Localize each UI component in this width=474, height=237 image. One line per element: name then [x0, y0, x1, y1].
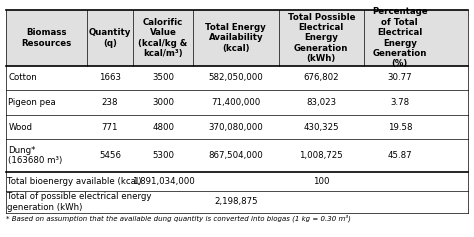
Bar	[6, 10, 468, 66]
Text: 19.58: 19.58	[388, 123, 412, 132]
Text: 83,023: 83,023	[306, 98, 337, 107]
Text: Wood: Wood	[9, 123, 32, 132]
Text: 238: 238	[102, 98, 118, 107]
Text: Dung*
(163680 m³): Dung* (163680 m³)	[9, 146, 63, 165]
Text: 676,802: 676,802	[303, 73, 339, 82]
Text: 1,008,725: 1,008,725	[300, 151, 343, 160]
Text: * Based on assumption that the available dung quantity is converted into biogas : * Based on assumption that the available…	[6, 214, 351, 222]
Text: 1,891,034,000: 1,891,034,000	[132, 177, 194, 186]
Text: Quantity
(q): Quantity (q)	[89, 28, 131, 48]
Text: 3500: 3500	[152, 73, 174, 82]
Text: 4800: 4800	[152, 123, 174, 132]
Text: 1663: 1663	[99, 73, 121, 82]
Text: 2,198,875: 2,198,875	[214, 197, 258, 206]
Text: 30.77: 30.77	[387, 73, 412, 82]
Text: 5300: 5300	[152, 151, 174, 160]
Text: 582,050,000: 582,050,000	[209, 73, 263, 82]
Text: Total of possible electrical energy
generation (kWh): Total of possible electrical energy gene…	[7, 192, 152, 212]
Text: 45.87: 45.87	[387, 151, 412, 160]
Text: Calorific
Value
(kcal/kg &
kcal/m³): Calorific Value (kcal/kg & kcal/m³)	[138, 18, 188, 58]
Text: Total Possible
Electrical
Energy
Generation
(kWh): Total Possible Electrical Energy Generat…	[288, 13, 355, 63]
Text: 5456: 5456	[99, 151, 121, 160]
Text: 3.78: 3.78	[390, 98, 410, 107]
Text: Total Energy
Availability
(kcal): Total Energy Availability (kcal)	[205, 23, 266, 53]
Text: Biomass
Resources: Biomass Resources	[21, 28, 72, 48]
Text: Percentage
of Total
Electrical
Energy
Generation
(%): Percentage of Total Electrical Energy Ge…	[372, 7, 428, 68]
Text: Cotton: Cotton	[9, 73, 37, 82]
Text: Pigeon pea: Pigeon pea	[9, 98, 56, 107]
Text: 3000: 3000	[152, 98, 174, 107]
Text: 771: 771	[102, 123, 118, 132]
Text: 100: 100	[313, 177, 329, 186]
Text: 71,400,000: 71,400,000	[211, 98, 261, 107]
Text: 430,325: 430,325	[303, 123, 339, 132]
Text: 370,080,000: 370,080,000	[209, 123, 263, 132]
Text: 867,504,000: 867,504,000	[209, 151, 263, 160]
Text: Total bioenergy available (kcal): Total bioenergy available (kcal)	[7, 177, 142, 186]
